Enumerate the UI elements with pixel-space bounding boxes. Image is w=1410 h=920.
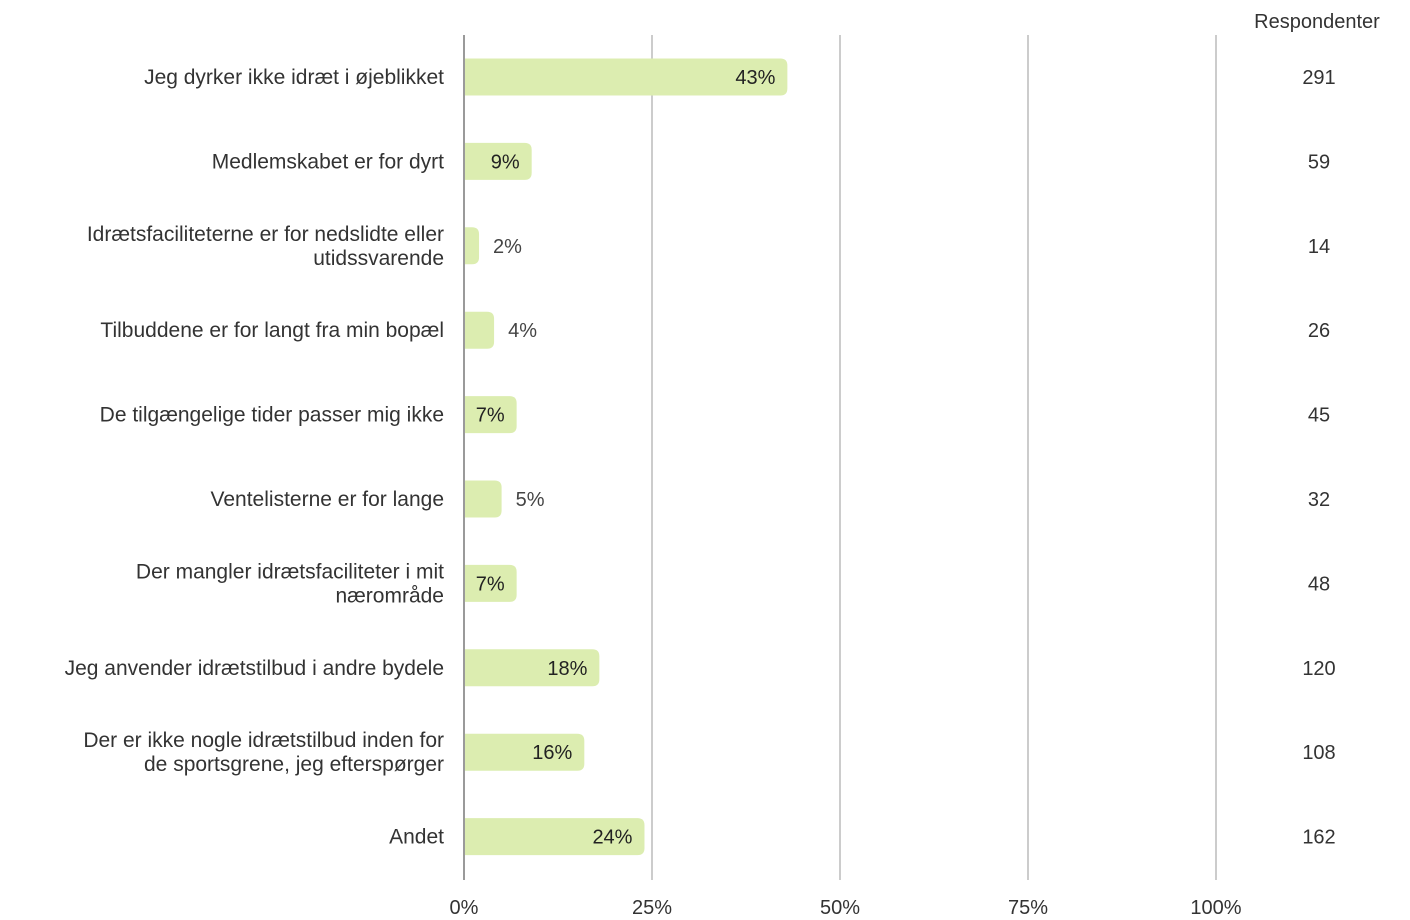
respondent-count: 291 bbox=[1302, 67, 1335, 89]
value-label: 4% bbox=[508, 320, 537, 342]
category-label: Der mangler idrætsfaciliteter i mit bbox=[136, 560, 444, 583]
bar bbox=[464, 480, 502, 518]
category-label: De tilgængelige tider passer mig ikke bbox=[100, 404, 444, 427]
respondents-header: Respondenter bbox=[1254, 11, 1380, 33]
x-tick-labels: 0% 25% 50% 75% 100% bbox=[450, 897, 1242, 919]
category-label: Jeg anvender idrætstilbud i andre bydele bbox=[65, 657, 444, 680]
category-label: Jeg dyrker ikke idræt i øjeblikket bbox=[144, 66, 444, 89]
x-tick-label: 75% bbox=[1008, 897, 1048, 919]
respondent-count: 59 bbox=[1308, 151, 1330, 173]
bar bbox=[464, 649, 600, 687]
respondent-count: 108 bbox=[1302, 742, 1335, 764]
category-label: Idrætsfaciliteterne er for nedslidte ell… bbox=[87, 223, 444, 246]
bar bbox=[464, 564, 517, 602]
bar bbox=[464, 818, 645, 856]
category-label: Tilbuddene er for langt fra min bopæl bbox=[100, 319, 444, 342]
x-tick-label: 100% bbox=[1190, 897, 1241, 919]
respondent-count: 48 bbox=[1308, 573, 1330, 595]
value-label: 24% bbox=[592, 827, 632, 849]
category-label: Andet bbox=[389, 826, 444, 849]
bar bbox=[464, 396, 517, 434]
category-label: utidssvarende bbox=[313, 247, 444, 270]
respondent-column: Respondenter 291 59 14 26 45 32 48 120 108 162 bbox=[1254, 11, 1380, 849]
bars bbox=[464, 58, 788, 856]
bar bbox=[464, 227, 480, 265]
respondent-count: 162 bbox=[1302, 827, 1335, 849]
respondent-count: 120 bbox=[1302, 658, 1335, 680]
value-label: 2% bbox=[493, 236, 522, 258]
category-label: Der er ikke nogle idrætstilbud inden for bbox=[83, 729, 444, 752]
value-label: 43% bbox=[735, 67, 775, 89]
value-label: 7% bbox=[476, 573, 505, 595]
value-label: 9% bbox=[491, 151, 520, 173]
value-label: 16% bbox=[532, 742, 572, 764]
bar bbox=[464, 58, 788, 96]
x-tick-label: 25% bbox=[632, 897, 672, 919]
x-tick-label: 50% bbox=[820, 897, 860, 919]
category-label: de sportsgrene, jeg efterspørger bbox=[144, 753, 444, 776]
value-labels: 43% 9% 2% 4% 7% 5% 7% 18% 16% 24% bbox=[476, 67, 776, 849]
respondent-count: 14 bbox=[1308, 236, 1330, 258]
bar bbox=[464, 142, 532, 180]
grid-lines bbox=[651, 35, 1217, 880]
value-label: 18% bbox=[547, 658, 587, 680]
category-labels: Jeg dyrker ikke idræt i øjeblikket Medlem… bbox=[65, 66, 445, 849]
value-label: 7% bbox=[476, 405, 505, 427]
value-label: 5% bbox=[516, 489, 545, 511]
category-label: nærområde bbox=[335, 584, 444, 607]
category-label: Ventelisterne er for lange bbox=[211, 488, 444, 511]
respondent-count: 26 bbox=[1308, 320, 1330, 342]
bar bbox=[464, 733, 585, 771]
respondent-count: 32 bbox=[1308, 489, 1330, 511]
respondent-count: 45 bbox=[1308, 405, 1330, 427]
x-tick-label: 0% bbox=[450, 897, 479, 919]
category-label: Medlemskabet er for dyrt bbox=[212, 150, 444, 173]
bar bbox=[464, 311, 495, 349]
